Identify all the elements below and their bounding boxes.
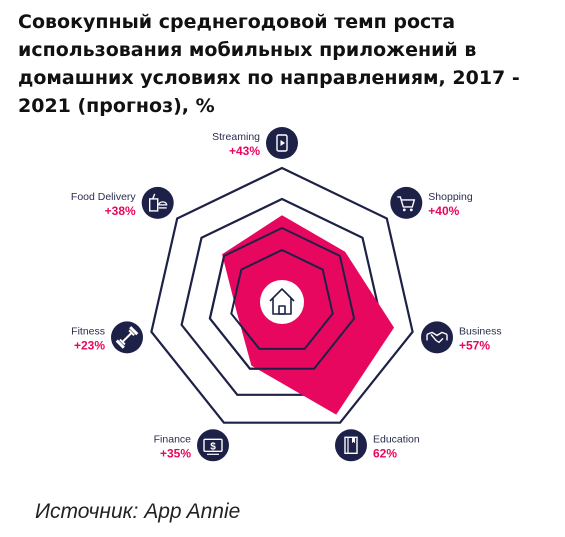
chart-title: Совокупный среднегодовой темп роста испо… bbox=[18, 11, 520, 117]
data-polygon bbox=[222, 215, 394, 415]
center-circle bbox=[260, 280, 304, 324]
category-label: Streaming bbox=[212, 131, 260, 143]
icon-badge bbox=[390, 186, 423, 219]
value-label: +23% bbox=[74, 338, 105, 352]
icon-badge bbox=[197, 429, 229, 462]
home-icon bbox=[269, 288, 295, 315]
category-fitness: Fitness+23% bbox=[71, 321, 143, 354]
center-home-badge bbox=[260, 280, 304, 324]
category-food-delivery: Food Delivery+38% bbox=[71, 186, 174, 219]
category-finance: $ Finance+35% bbox=[154, 429, 229, 462]
value-label: +35% bbox=[160, 446, 191, 460]
svg-text:$: $ bbox=[210, 441, 216, 452]
inner-grid-rings bbox=[208, 226, 356, 370]
cash-icon: $ bbox=[203, 438, 223, 455]
grid-ring-1 bbox=[150, 166, 414, 424]
category-shopping: Shopping+40% bbox=[390, 186, 473, 219]
source-note: Источник: App Annie bbox=[35, 500, 241, 523]
inner-ring-1 bbox=[208, 226, 356, 370]
dumbbell-icon bbox=[115, 326, 139, 349]
grid-ring-2 bbox=[180, 197, 384, 396]
book-icon bbox=[344, 436, 358, 454]
food-delivery-icon bbox=[148, 193, 168, 212]
handshake-icon bbox=[426, 331, 448, 344]
category-label: Business bbox=[459, 325, 502, 337]
category-label: Finance bbox=[154, 433, 192, 445]
shopping-cart-icon bbox=[397, 196, 416, 212]
category-streaming: Streaming+43% bbox=[212, 127, 298, 159]
value-label: +40% bbox=[428, 204, 459, 218]
icon-badge bbox=[335, 429, 367, 462]
category-label: Education bbox=[373, 433, 420, 445]
value-label: +38% bbox=[105, 204, 136, 218]
category-label: Fitness bbox=[71, 325, 105, 337]
category-label: Food Delivery bbox=[71, 191, 137, 203]
value-label: +57% bbox=[459, 338, 490, 352]
value-label: 62% bbox=[373, 446, 397, 460]
icon-badge bbox=[421, 321, 453, 354]
category-business: Business+57% bbox=[421, 321, 502, 354]
inner-ring-2 bbox=[230, 248, 334, 350]
value-label: +43% bbox=[229, 144, 260, 158]
category-label: Shopping bbox=[428, 191, 473, 203]
streaming-icon bbox=[276, 134, 288, 152]
